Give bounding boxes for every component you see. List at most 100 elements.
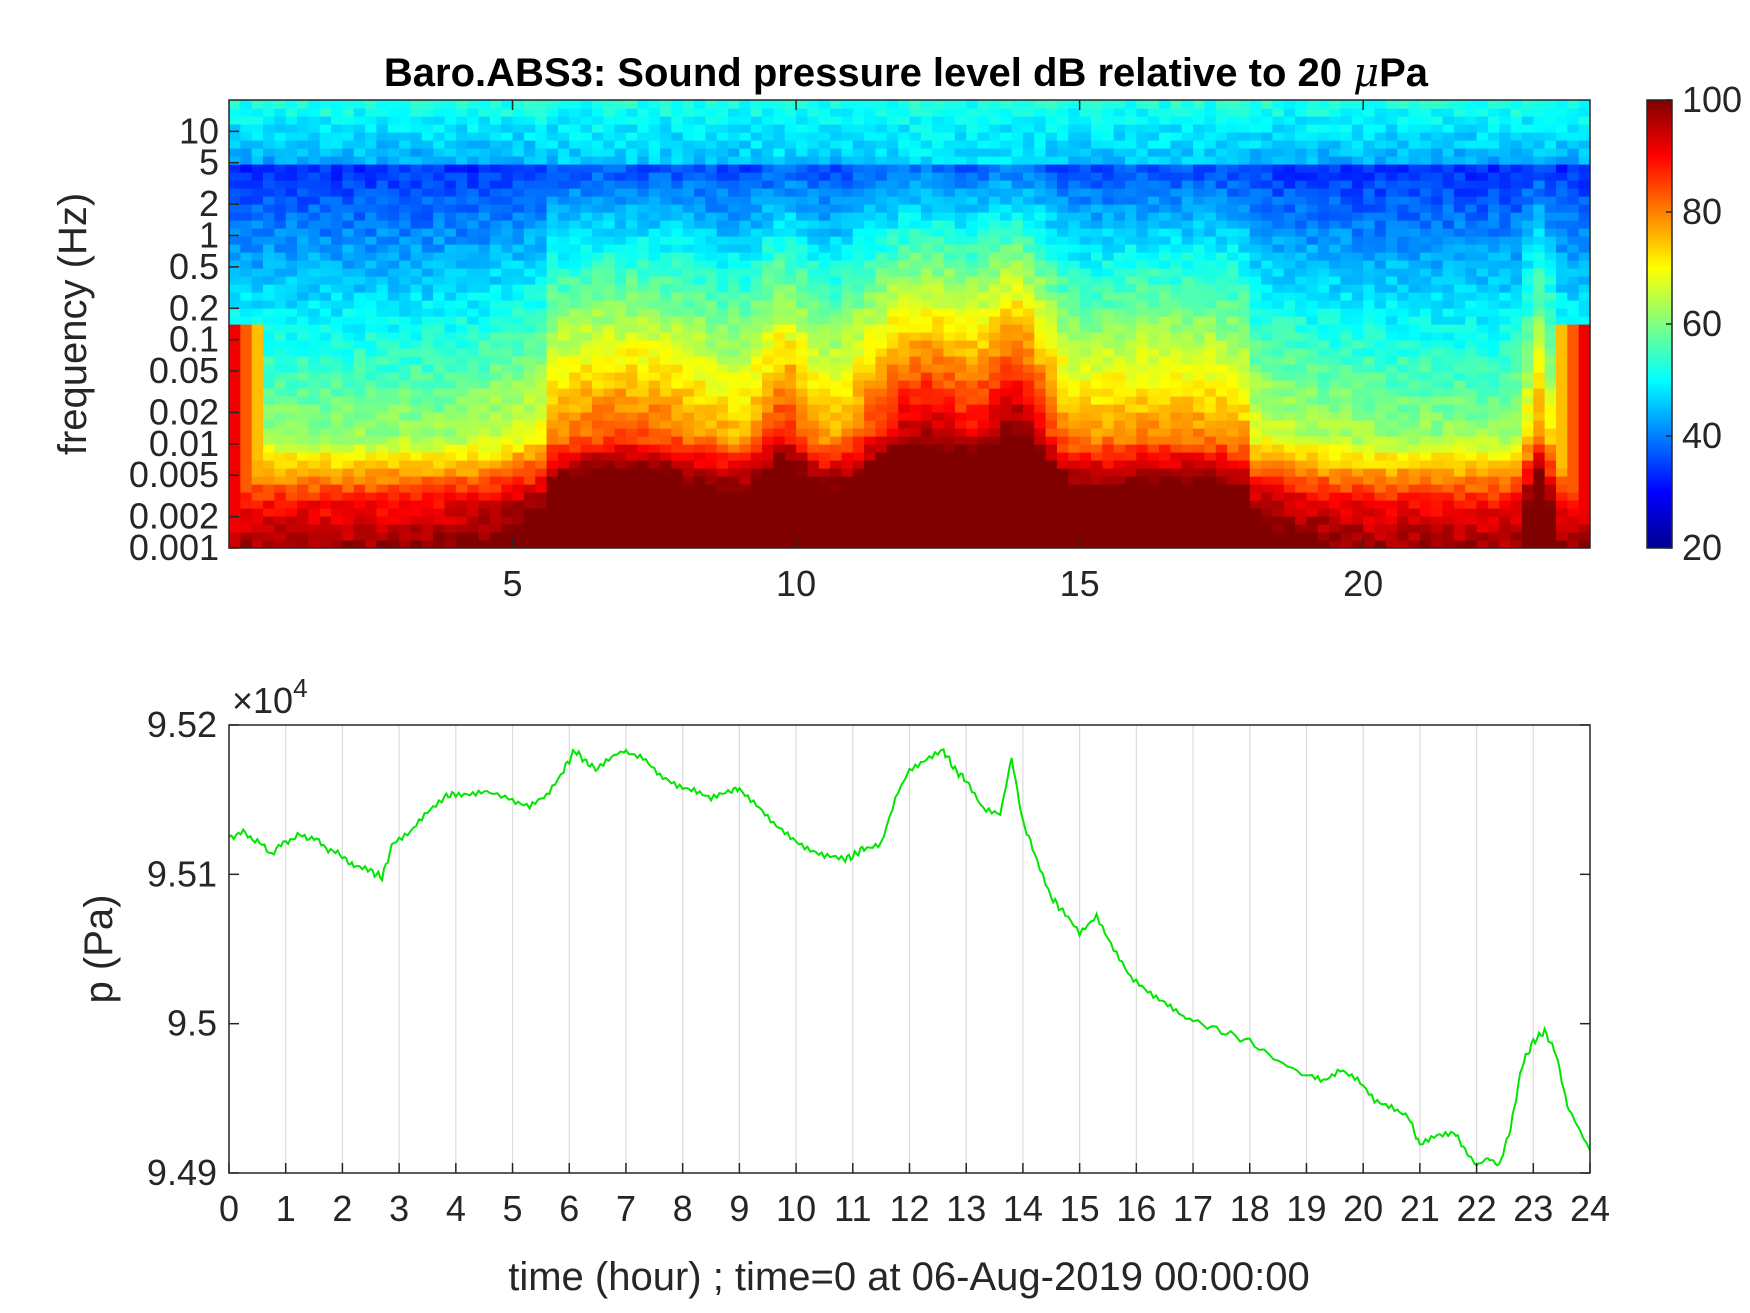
spectrogram-cell [1181,268,1194,277]
spectrogram-cell [796,412,809,421]
spectrogram-cell [297,444,309,453]
spectrogram-cell [625,340,638,349]
spectrogram-cell [1011,348,1024,357]
spectrogram-cell [886,300,899,309]
spectrogram-cell [603,204,616,213]
spectrogram-cell [875,436,888,445]
spectrogram-cell [1159,172,1171,181]
spectrogram-cell [1193,468,1205,477]
spectrogram-cell [1215,476,1228,485]
spectrogram-cell [569,356,582,365]
spectrogram-cell [444,476,457,485]
spectrogram-cell [342,308,355,317]
spectrogram-cell [954,332,967,341]
spectrogram-cell [444,268,457,277]
spectrogram-cell [319,284,332,293]
spectrogram-cell [682,180,695,189]
spectrogram-cell [1170,116,1183,125]
spectrogram-cell [682,380,695,389]
spectrogram-cell [1102,180,1115,189]
spectrogram-cell [1147,100,1160,109]
spectrogram-cell [1011,540,1024,548]
spectrogram-cell [1056,116,1069,125]
spectrogram-cell [240,380,253,389]
spectrogram-cell [648,484,661,493]
spectrogram-cell [852,188,865,197]
spectrogram-cell [750,308,763,317]
spectrogram-cell [433,348,446,357]
spectrogram-cell [1181,484,1194,493]
spectrogram-cell [852,236,865,245]
spectrogram-cell [1045,468,1058,477]
spectrogram-cell [705,476,718,485]
spectrogram-cell [659,484,672,493]
spectrogram-cell [830,196,843,205]
spectrogram-cell [1000,524,1013,533]
spectrogram-cell [353,300,366,309]
spectrogram-cell [512,284,525,293]
spectrogram-cell [705,500,718,509]
spectrogram-cell [852,100,865,109]
spectrogram-cell [421,236,434,245]
spectrogram-cell [750,252,763,261]
spectrogram-cell [728,428,740,437]
spectrogram-cell [818,468,831,477]
spectrogram-cell [1204,260,1217,269]
spectrogram-cell [682,348,695,357]
spectrogram-cell [1170,164,1183,173]
spectrogram-cell [966,484,979,493]
spectrogram-cell [455,452,468,461]
spectrogram-cell [387,228,400,237]
spectrogram-cell [966,492,979,501]
spectrogram-cell [739,348,752,357]
spectrogram-cell [1011,100,1024,109]
spectrogram-cell [954,140,967,149]
spectrogram-cell [818,156,831,165]
spectrogram-cell [421,340,434,349]
spectrogram-cell [1045,452,1058,461]
spectrogram-cell [229,516,241,525]
spectrogram-cell [762,420,774,429]
spectrogram-cell [1090,380,1103,389]
spectrogram-cell [988,452,1001,461]
spectrogram-cell [1045,244,1058,253]
spectrogram-cell [988,532,1001,541]
spectrogram-cell [557,324,570,333]
spectrogram-cell [399,140,412,149]
spectrogram-cell [535,116,548,125]
spectrogram-cell [977,364,990,373]
spectrogram-cell [625,540,638,548]
spectrogram-cell [523,452,536,461]
spectrogram-cell [523,484,536,493]
spectrogram-cell [671,228,684,237]
spectrogram-cell [977,460,990,469]
spectrogram-cell [603,444,616,453]
spectrogram-cell [886,148,899,157]
spectrogram-cell [909,204,922,213]
spectrogram-cell [909,260,922,269]
spectrogram-cell [297,100,309,109]
spectrogram-cell [319,220,332,229]
spectrogram-cell [966,444,979,453]
spectrogram-cell [977,380,990,389]
spectrogram-cell [365,156,378,165]
spectrogram-cell [365,460,378,469]
spectrogram-cell [1193,188,1205,197]
spectrogram-cell [1227,132,1240,141]
spectrogram-cell [353,148,366,157]
spectrogram-cell [739,220,752,229]
spectrogram-cell [977,340,990,349]
spectrogram-cell [739,260,752,269]
spectrogram-cell [580,236,593,245]
spectrogram-cell [1056,140,1069,149]
spectrogram-cell [433,148,446,157]
spectrogram-cell [875,444,888,453]
spectrogram-cell [319,372,332,381]
spectrogram-cell [659,324,672,333]
spectrogram-cell [410,516,423,525]
spectrogram-cell [977,396,990,405]
spectrogram-cell [671,124,684,133]
spectrogram-cell [1215,300,1228,309]
spectrogram-cell [591,468,604,477]
spectrogram-cell [637,412,650,421]
